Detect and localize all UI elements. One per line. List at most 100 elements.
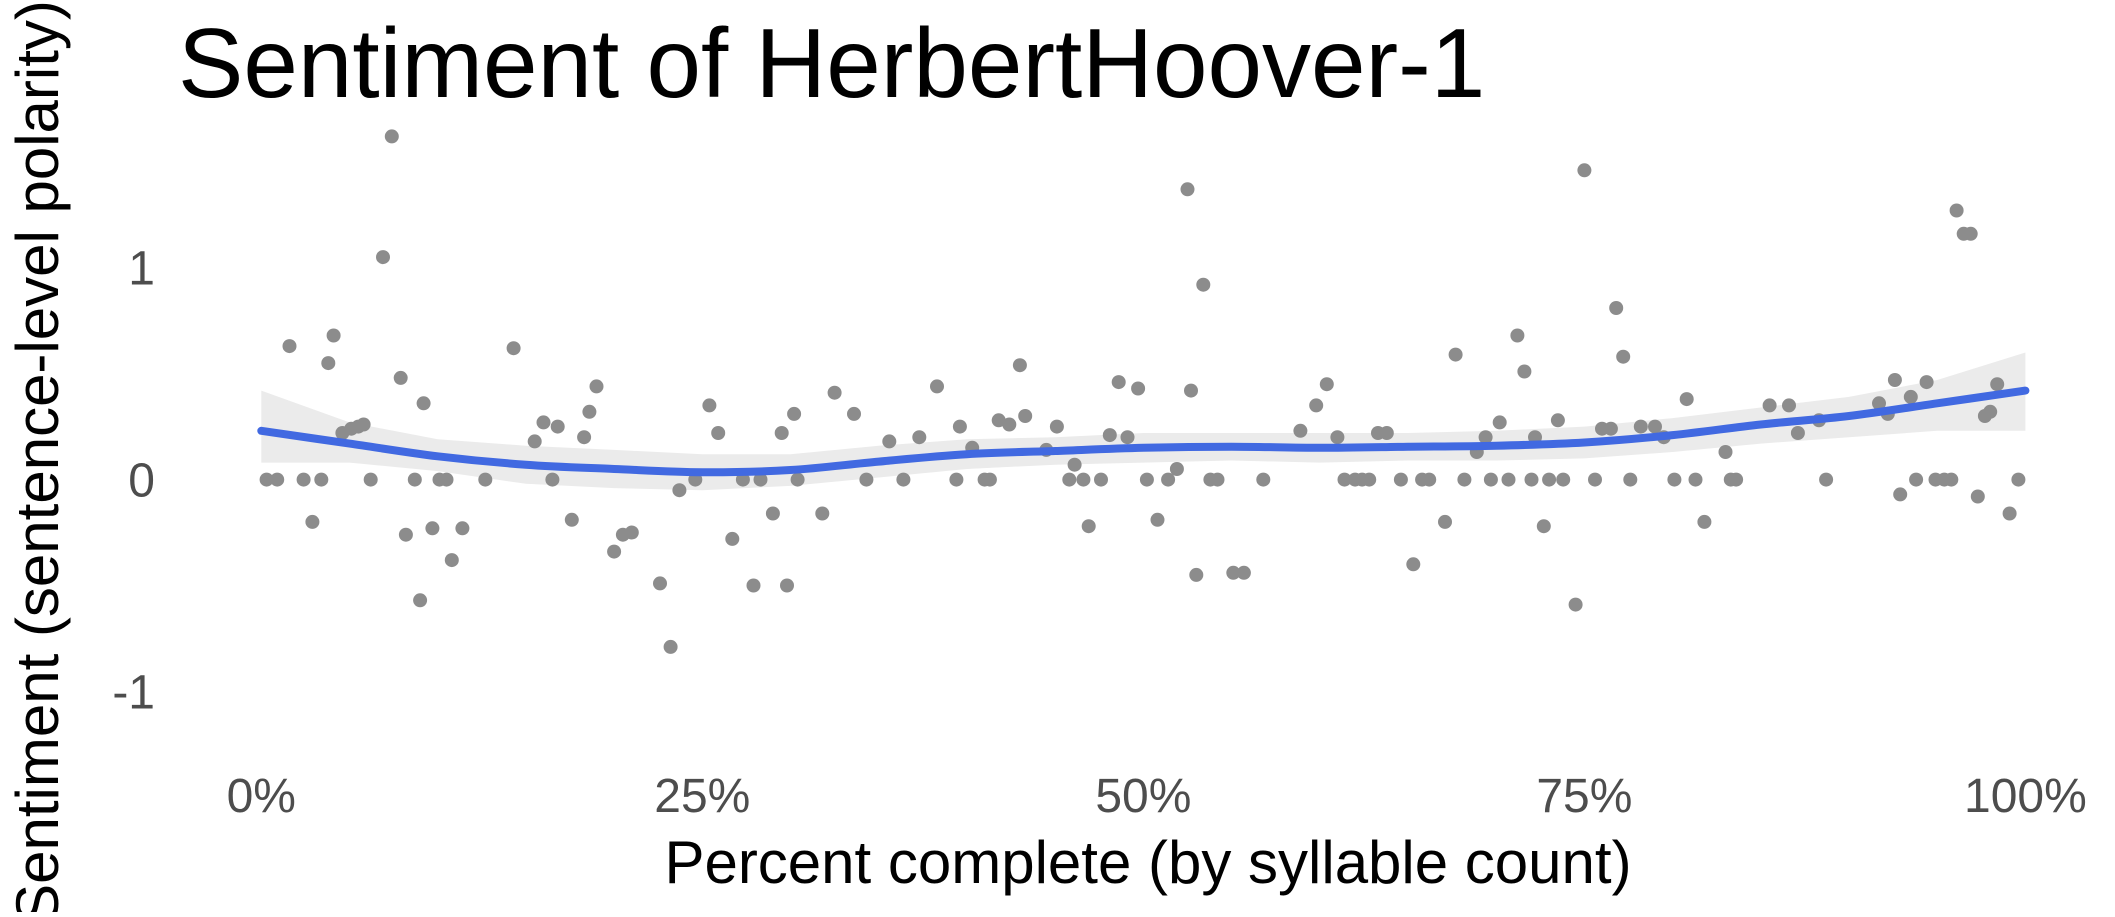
data-point — [455, 521, 470, 536]
trend-line-layer — [257, 386, 2030, 477]
data-point — [259, 472, 274, 487]
data-point — [735, 472, 750, 487]
data-point — [1893, 487, 1908, 502]
data-point — [1688, 472, 1703, 487]
data-point — [1111, 375, 1126, 390]
data-point — [1623, 472, 1638, 487]
data-point — [1492, 415, 1507, 430]
data-point — [1076, 472, 1091, 487]
data-point — [527, 434, 542, 449]
data-point — [1131, 381, 1146, 396]
data-point — [393, 370, 408, 385]
data-point — [478, 472, 493, 487]
data-point — [1536, 519, 1551, 534]
data-point — [1210, 472, 1225, 487]
data-point — [780, 578, 794, 593]
data-point — [270, 472, 285, 487]
data-point — [1762, 398, 1777, 413]
data-point — [506, 341, 521, 356]
data-point — [787, 406, 802, 421]
data-point — [439, 472, 454, 487]
data-point — [1189, 567, 1204, 582]
x-axis-title: Percent complete (by syllable count) — [664, 829, 1631, 896]
data-point — [607, 544, 622, 559]
data-point — [1903, 389, 1918, 404]
data-point — [1139, 472, 1154, 487]
x-tick-label: 100% — [1964, 770, 2087, 823]
data-point — [663, 639, 678, 654]
data-point — [314, 472, 329, 487]
data-point — [1319, 377, 1334, 392]
data-point — [1517, 364, 1532, 379]
data-point — [326, 328, 341, 343]
data-point — [1616, 349, 1631, 364]
data-point — [1990, 377, 2005, 392]
data-point — [305, 514, 320, 529]
data-point — [1648, 419, 1662, 434]
data-point — [416, 396, 431, 411]
data-point — [624, 525, 639, 540]
data-point — [702, 398, 717, 413]
data-point — [1309, 398, 1324, 413]
data-point — [1120, 430, 1135, 445]
data-point — [444, 553, 459, 568]
data-point — [1379, 426, 1394, 440]
data-point — [1180, 182, 1195, 197]
data-point — [1002, 417, 1017, 432]
data-point — [550, 419, 565, 434]
data-point — [815, 506, 830, 521]
data-point — [1448, 347, 1463, 362]
x-tick-label: 25% — [654, 770, 750, 823]
data-point — [1790, 426, 1805, 440]
data-point — [746, 578, 761, 593]
data-point — [912, 430, 927, 445]
confidence-band — [261, 352, 2026, 491]
data-point — [1337, 472, 1352, 487]
data-point — [1226, 565, 1241, 580]
data-point — [282, 339, 297, 354]
data-point — [1102, 428, 1117, 443]
data-point — [1542, 472, 1557, 487]
data-point — [1236, 565, 1251, 580]
data-point — [413, 593, 428, 608]
data-point — [991, 413, 1006, 428]
data-point — [725, 531, 740, 546]
data-point — [1184, 383, 1198, 398]
x-tick-label: 75% — [1536, 770, 1632, 823]
data-point — [425, 521, 440, 536]
data-point — [296, 472, 311, 487]
data-point — [1524, 472, 1539, 487]
data-point — [827, 385, 842, 400]
data-point — [577, 430, 592, 445]
data-point — [1944, 472, 1959, 487]
data-point — [1150, 512, 1165, 527]
data-point — [1603, 421, 1618, 436]
data-point — [1330, 430, 1345, 445]
data-point — [589, 379, 604, 394]
data-point — [321, 356, 336, 371]
data-point — [1949, 203, 1964, 218]
data-point — [1256, 472, 1271, 487]
data-point — [1633, 419, 1648, 434]
data-point — [1457, 472, 1472, 487]
data-point — [896, 472, 911, 487]
data-point — [1012, 358, 1027, 373]
data-points-layer — [259, 129, 2026, 654]
data-point — [1556, 472, 1571, 487]
data-point — [1081, 519, 1096, 534]
data-point — [1729, 472, 1744, 487]
data-point — [753, 472, 768, 487]
data-point — [859, 472, 874, 487]
data-point — [1049, 419, 1064, 434]
y-axis-title: Sentiment (sentence-level polarity) — [4, 0, 71, 912]
data-point — [765, 506, 780, 521]
data-point — [1588, 472, 1602, 487]
y-tick-label: 1 — [128, 243, 155, 296]
y-axis-ticks: -1 0 1 — [112, 243, 155, 720]
data-point — [1568, 597, 1583, 612]
data-point — [882, 434, 897, 449]
data-point — [1406, 557, 1421, 572]
data-point — [2011, 472, 2026, 487]
data-point — [1718, 445, 1733, 459]
data-point — [1697, 514, 1712, 529]
